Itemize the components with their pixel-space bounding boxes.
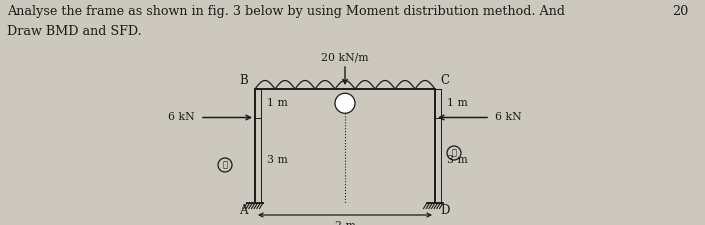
Circle shape [335, 93, 355, 113]
Text: A: A [240, 204, 248, 217]
Text: C: C [440, 74, 449, 87]
Text: 6 kN: 6 kN [495, 112, 522, 122]
Text: 2 m: 2 m [335, 221, 355, 225]
Text: 1 m: 1 m [267, 98, 288, 108]
Text: B: B [239, 74, 248, 87]
Text: 1 m: 1 m [447, 98, 467, 108]
Text: ①: ① [451, 149, 457, 157]
Text: ①: ① [223, 161, 228, 169]
Text: 20: 20 [672, 5, 688, 18]
Text: Draw BMD and SFD.: Draw BMD and SFD. [7, 25, 142, 38]
Text: 3 m: 3 m [447, 155, 467, 165]
Text: 6 kN: 6 kN [168, 112, 195, 122]
Text: 20 kN/m: 20 kN/m [321, 52, 369, 62]
Text: 3 m: 3 m [267, 155, 288, 165]
Text: 21: 21 [338, 99, 352, 108]
Text: Analyse the frame as shown in fig. 3 below by using Moment distribution method. : Analyse the frame as shown in fig. 3 bel… [7, 5, 565, 18]
Text: D: D [440, 204, 449, 217]
